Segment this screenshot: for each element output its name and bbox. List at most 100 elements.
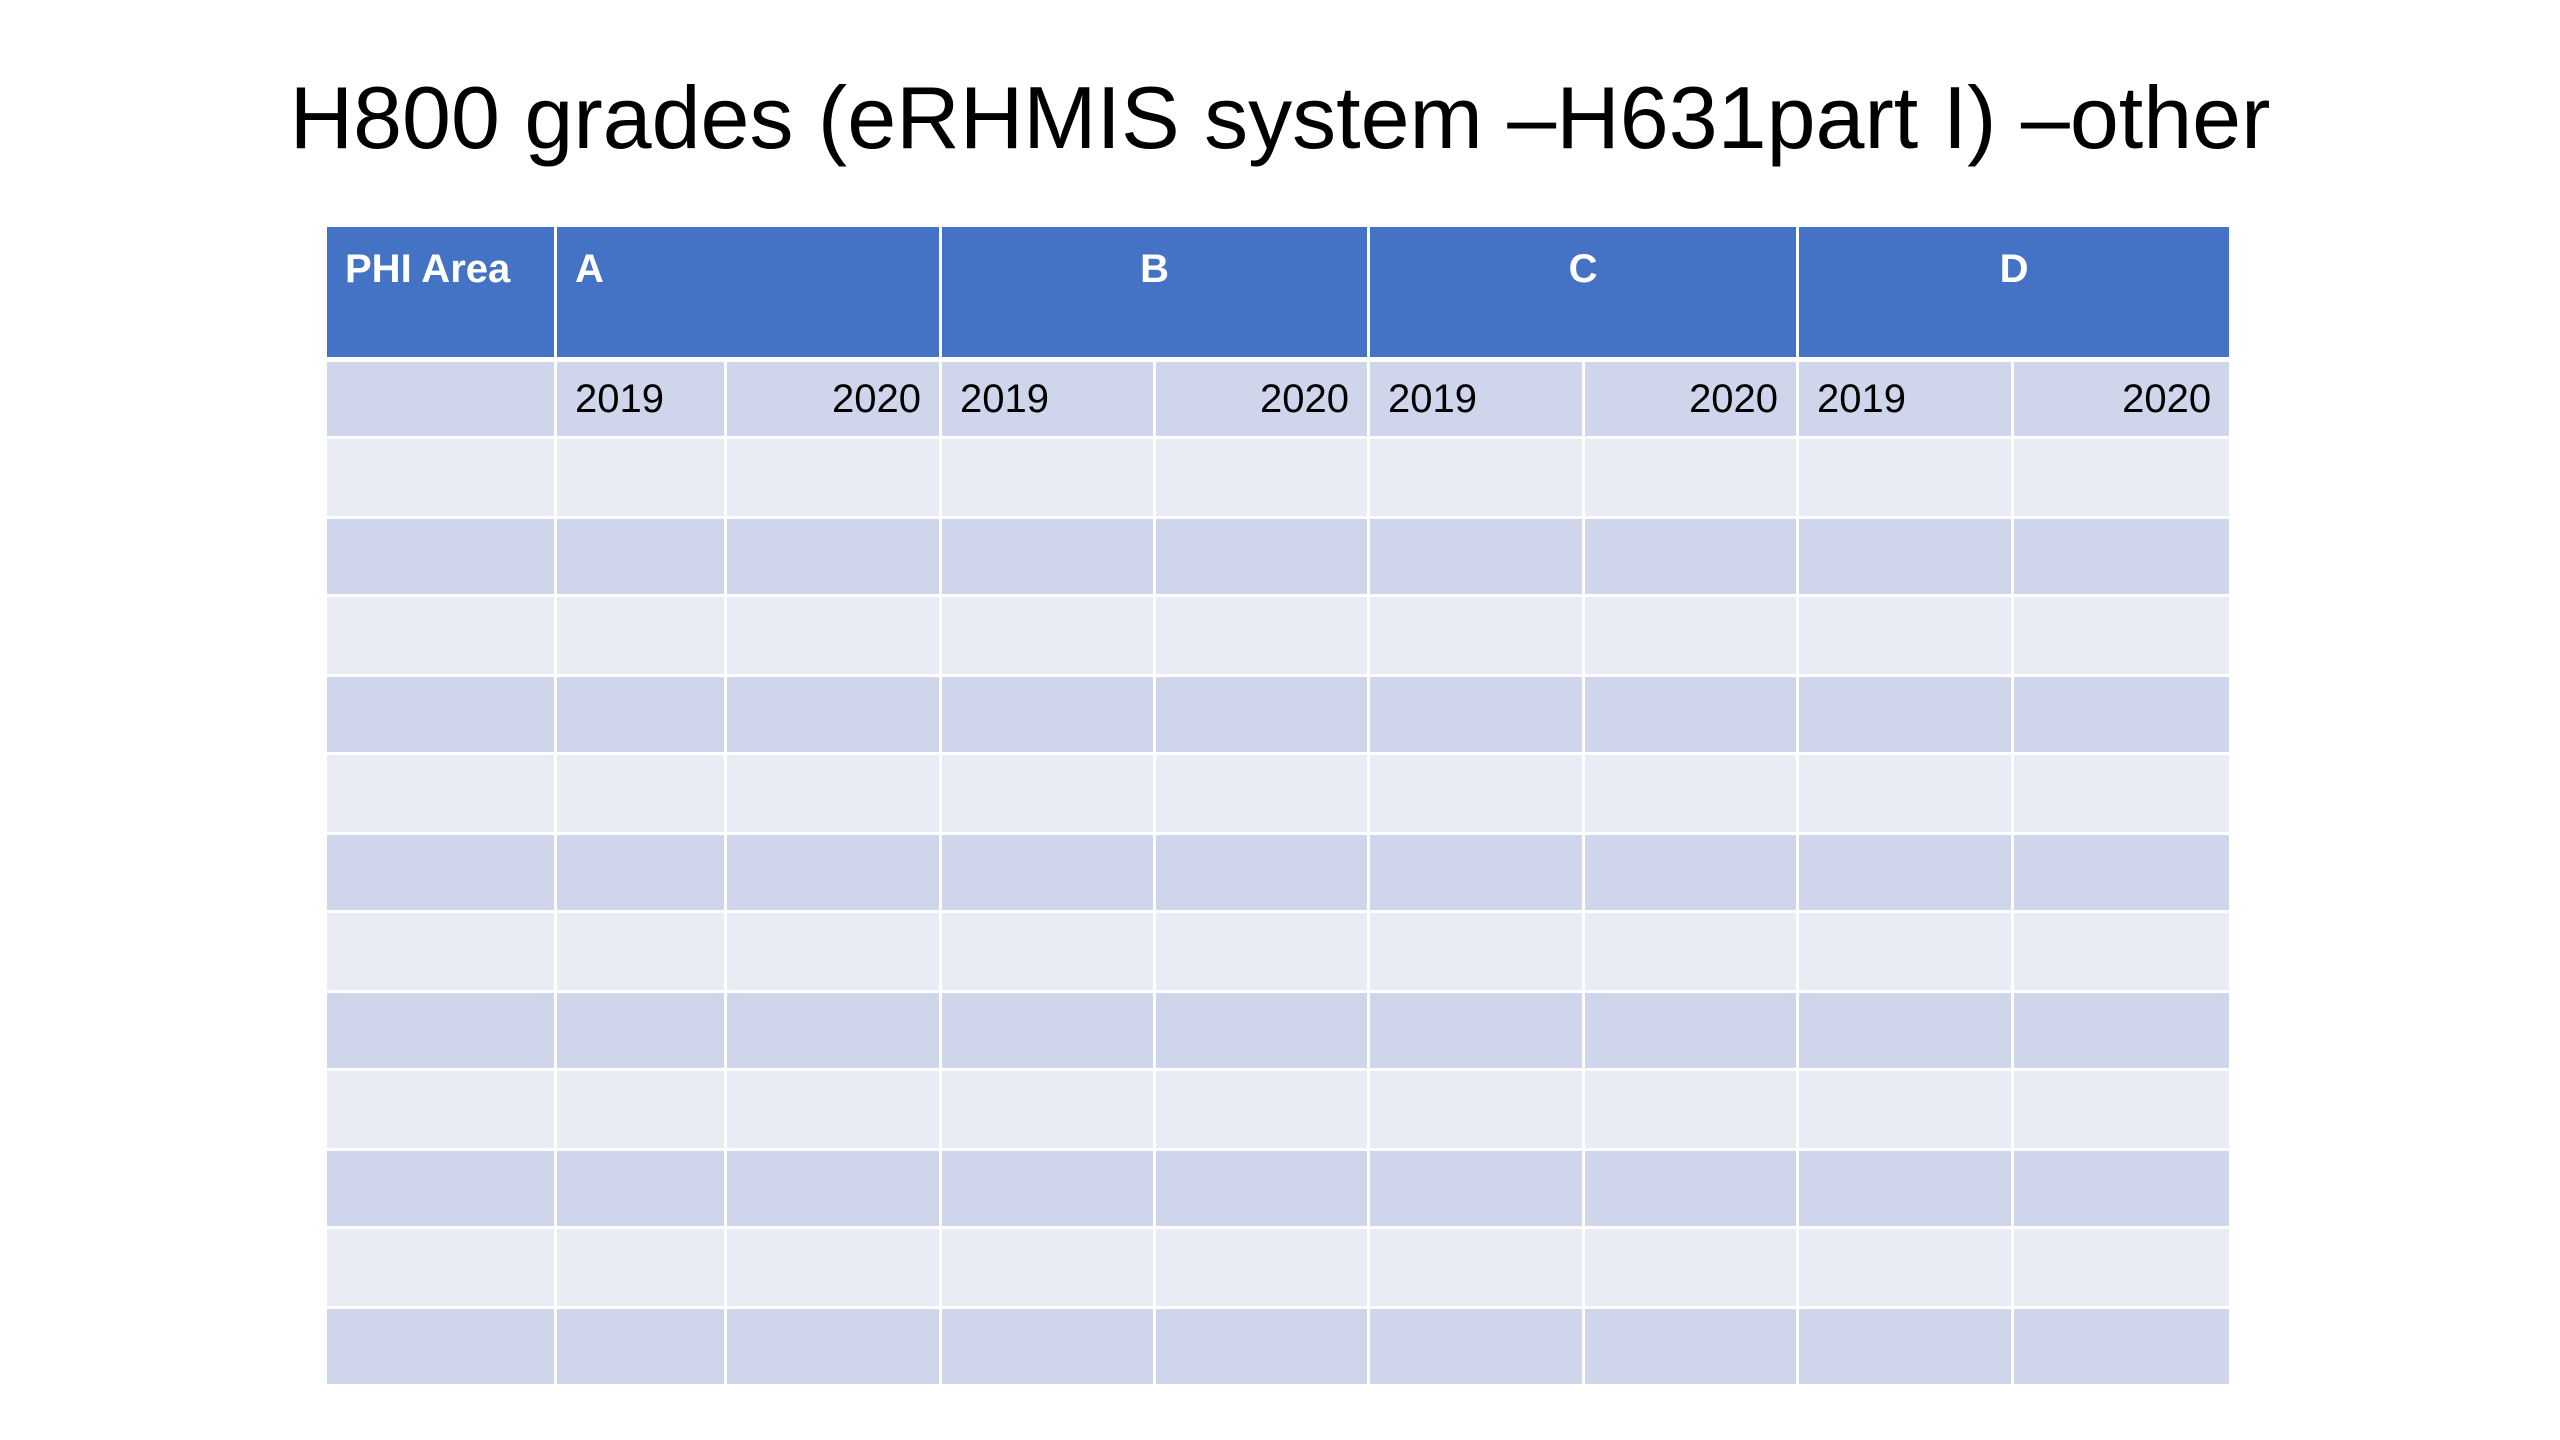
table-cell [557,1229,727,1309]
table-cell [727,1229,943,1309]
table-cell [2014,677,2230,755]
year-2019-a: 2019 [557,362,727,439]
header-group-c: C [1370,227,1800,362]
table-cell [1585,755,1800,835]
table-cell [1370,519,1586,597]
year-2019-d: 2019 [1799,362,2015,439]
table-cell [557,519,727,597]
year-2019-c: 2019 [1370,362,1586,439]
table-cell [1156,597,1371,677]
table-cell [1799,1229,2015,1309]
table-cell [557,1309,727,1387]
table-cell [942,1071,1157,1151]
table-cell [942,755,1157,835]
table-cell [557,1071,727,1151]
table-cell [727,439,943,519]
table-cell [1585,439,1800,519]
table-cell [1799,1151,2015,1229]
table-cell [327,677,557,755]
table-cell [557,439,727,519]
table-cell [1156,755,1371,835]
table-cell [2014,993,2230,1071]
table-cell [327,362,557,439]
table-cell [1585,597,1800,677]
table-cell [1370,835,1586,913]
table-cell [1370,913,1586,993]
table-cell [1585,913,1800,993]
table-cell [2014,519,2230,597]
table-cell [1585,677,1800,755]
table-cell [1585,1309,1800,1387]
table-cell [942,519,1157,597]
table-cell [942,1229,1157,1309]
table-row [327,1151,2230,1229]
table-cell [1799,913,2015,993]
table-row [327,597,2230,677]
table-header-row: PHI Area A B C D [327,227,2230,362]
table-cell [1370,439,1586,519]
table-row [327,519,2230,597]
table-cell [2014,1229,2230,1309]
table-cell [727,597,943,677]
table-cell [727,519,943,597]
year-2020-b: 2020 [1156,362,1371,439]
table-cell [557,597,727,677]
year-2019-b: 2019 [942,362,1157,439]
table-cell [1156,835,1371,913]
table-cell [1585,519,1800,597]
table-cell [942,439,1157,519]
table-cell [942,1151,1157,1229]
table-cell [2014,1071,2230,1151]
header-group-d: D [1799,227,2230,362]
table-cell [1156,1071,1371,1151]
table-cell [1370,1071,1586,1151]
table-cell [727,1309,943,1387]
table-cell [727,755,943,835]
table-cell [1585,835,1800,913]
table-cell [327,519,557,597]
table-cell [1799,677,2015,755]
table-cell [942,597,1157,677]
table-row [327,439,2230,519]
table-cell [1799,755,2015,835]
year-2020-c: 2020 [1585,362,1800,439]
table-cell [727,913,943,993]
table-cell [557,835,727,913]
table-cell [1370,993,1586,1071]
table-year-row: 2019 2020 2019 2020 2019 2020 2019 2020 [327,362,2230,439]
table-cell [942,913,1157,993]
table-cell [1799,993,2015,1071]
table-cell [1370,677,1586,755]
table-cell [557,755,727,835]
year-2020-a: 2020 [727,362,943,439]
table-cell [727,993,943,1071]
table-cell [1585,993,1800,1071]
table-cell [1370,1151,1586,1229]
table-cell [327,1071,557,1151]
table-cell [327,1229,557,1309]
table-cell [2014,597,2230,677]
table-cell [327,439,557,519]
table-row [327,835,2230,913]
table-cell [1370,597,1586,677]
table-cell [327,835,557,913]
table-cell [327,993,557,1071]
header-group-a: A [557,227,943,362]
table-cell [327,913,557,993]
table-cell [2014,439,2230,519]
year-2020-d: 2020 [2014,362,2230,439]
table-row [327,1309,2230,1387]
table-cell [942,835,1157,913]
table-row [327,1071,2230,1151]
table-cell [327,1151,557,1229]
table-cell [1370,1309,1586,1387]
table-cell [1799,597,2015,677]
table-cell [942,1309,1157,1387]
table-row [327,755,2230,835]
table-cell [1156,439,1371,519]
table-row [327,913,2230,993]
data-table: PHI Area A B C D 2019 2020 2019 2020 201… [327,227,2230,1387]
table-cell [2014,1309,2230,1387]
table-cell [557,1151,727,1229]
